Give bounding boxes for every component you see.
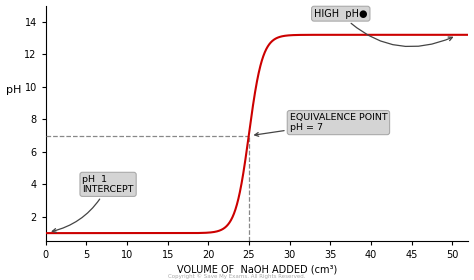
Text: EQUIVALENCE POINT
pH = 7: EQUIVALENCE POINT pH = 7 <box>255 113 387 136</box>
X-axis label: VOLUME OF  NaOH ADDED (cm³): VOLUME OF NaOH ADDED (cm³) <box>177 264 337 274</box>
Y-axis label: pH: pH <box>6 85 21 95</box>
Text: Copyright © Save My Exams. All Rights Reserved.: Copyright © Save My Exams. All Rights Re… <box>168 273 306 279</box>
Text: HIGH  pH●: HIGH pH● <box>314 9 452 46</box>
Text: pH  1
INTERCEPT: pH 1 INTERCEPT <box>52 175 134 232</box>
